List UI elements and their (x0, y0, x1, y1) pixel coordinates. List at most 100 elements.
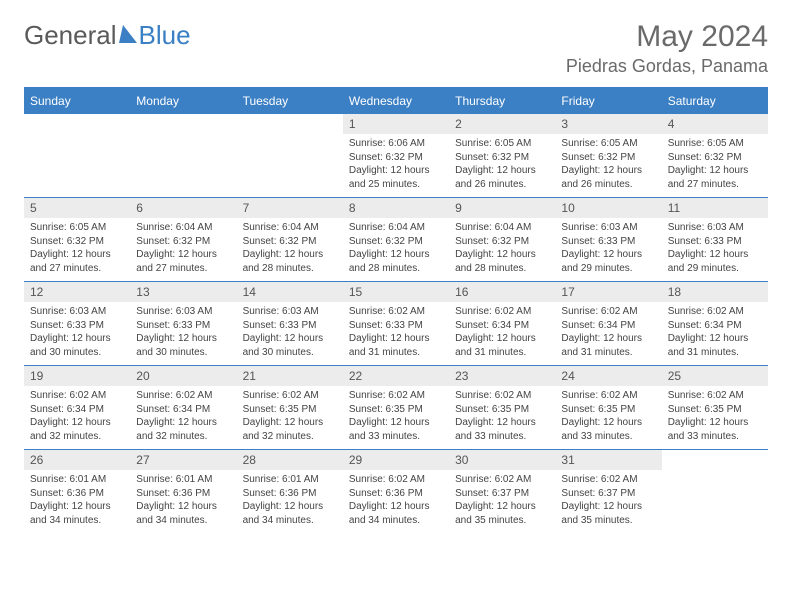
sunset-line: Sunset: 6:33 PM (668, 235, 762, 249)
calendar-row: 12Sunrise: 6:03 AMSunset: 6:33 PMDayligh… (24, 281, 768, 365)
calendar-cell: 5Sunrise: 6:05 AMSunset: 6:32 PMDaylight… (24, 197, 130, 281)
day-number: 13 (130, 281, 236, 302)
day-details: Sunrise: 6:02 AMSunset: 6:35 PMDaylight:… (662, 386, 768, 449)
daylight-line: Daylight: 12 hours and 26 minutes. (455, 164, 549, 191)
daylight-line: Daylight: 12 hours and 27 minutes. (136, 248, 230, 275)
day-number: 29 (343, 449, 449, 470)
day-number: 2 (449, 113, 555, 134)
sunset-line: Sunset: 6:32 PM (349, 151, 443, 165)
day-number: 18 (662, 281, 768, 302)
day-number: 31 (555, 449, 661, 470)
calendar-cell: 8Sunrise: 6:04 AMSunset: 6:32 PMDaylight… (343, 197, 449, 281)
calendar-cell: 15Sunrise: 6:02 AMSunset: 6:33 PMDayligh… (343, 281, 449, 365)
day-details: Sunrise: 6:01 AMSunset: 6:36 PMDaylight:… (237, 470, 343, 533)
day-number: 19 (24, 365, 130, 386)
logo: General Blue (24, 20, 191, 51)
day-details: Sunrise: 6:04 AMSunset: 6:32 PMDaylight:… (343, 218, 449, 281)
weekday-header: Monday (130, 89, 236, 113)
daylight-line: Daylight: 12 hours and 30 minutes. (136, 332, 230, 359)
calendar-row: 1Sunrise: 6:06 AMSunset: 6:32 PMDaylight… (24, 113, 768, 197)
sunrise-line: Sunrise: 6:02 AM (243, 389, 337, 403)
page-title: May 2024 (566, 20, 768, 54)
day-number: 20 (130, 365, 236, 386)
calendar-cell (662, 449, 768, 533)
day-number: 12 (24, 281, 130, 302)
empty-day (130, 113, 236, 133)
day-details: Sunrise: 6:02 AMSunset: 6:34 PMDaylight:… (449, 302, 555, 365)
sunrise-line: Sunrise: 6:03 AM (561, 221, 655, 235)
calendar-cell: 13Sunrise: 6:03 AMSunset: 6:33 PMDayligh… (130, 281, 236, 365)
calendar-cell: 9Sunrise: 6:04 AMSunset: 6:32 PMDaylight… (449, 197, 555, 281)
sunset-line: Sunset: 6:32 PM (243, 235, 337, 249)
daylight-line: Daylight: 12 hours and 27 minutes. (668, 164, 762, 191)
day-details: Sunrise: 6:02 AMSunset: 6:34 PMDaylight:… (130, 386, 236, 449)
day-number: 8 (343, 197, 449, 218)
day-details: Sunrise: 6:02 AMSunset: 6:37 PMDaylight:… (449, 470, 555, 533)
day-number: 7 (237, 197, 343, 218)
daylight-line: Daylight: 12 hours and 31 minutes. (455, 332, 549, 359)
sunrise-line: Sunrise: 6:02 AM (455, 389, 549, 403)
sunset-line: Sunset: 6:34 PM (30, 403, 124, 417)
day-details: Sunrise: 6:03 AMSunset: 6:33 PMDaylight:… (662, 218, 768, 281)
day-details: Sunrise: 6:05 AMSunset: 6:32 PMDaylight:… (662, 134, 768, 197)
empty-day (24, 113, 130, 133)
sunset-line: Sunset: 6:34 PM (561, 319, 655, 333)
sunrise-line: Sunrise: 6:02 AM (455, 305, 549, 319)
title-block: May 2024 Piedras Gordas, Panama (566, 20, 768, 77)
day-number: 15 (343, 281, 449, 302)
day-details: Sunrise: 6:03 AMSunset: 6:33 PMDaylight:… (555, 218, 661, 281)
empty-day (237, 113, 343, 133)
sunrise-line: Sunrise: 6:01 AM (243, 473, 337, 487)
sunset-line: Sunset: 6:35 PM (243, 403, 337, 417)
daylight-line: Daylight: 12 hours and 28 minutes. (455, 248, 549, 275)
sunset-line: Sunset: 6:33 PM (561, 235, 655, 249)
daylight-line: Daylight: 12 hours and 31 minutes. (668, 332, 762, 359)
day-number: 26 (24, 449, 130, 470)
sunset-line: Sunset: 6:33 PM (243, 319, 337, 333)
sunset-line: Sunset: 6:34 PM (136, 403, 230, 417)
day-details: Sunrise: 6:02 AMSunset: 6:36 PMDaylight:… (343, 470, 449, 533)
sunrise-line: Sunrise: 6:01 AM (136, 473, 230, 487)
day-number: 25 (662, 365, 768, 386)
day-details: Sunrise: 6:04 AMSunset: 6:32 PMDaylight:… (130, 218, 236, 281)
sunrise-line: Sunrise: 6:02 AM (668, 389, 762, 403)
sunset-line: Sunset: 6:32 PM (30, 235, 124, 249)
sunrise-line: Sunrise: 6:02 AM (455, 473, 549, 487)
sunrise-line: Sunrise: 6:03 AM (30, 305, 124, 319)
day-details: Sunrise: 6:01 AMSunset: 6:36 PMDaylight:… (24, 470, 130, 533)
sunrise-line: Sunrise: 6:03 AM (136, 305, 230, 319)
day-details: Sunrise: 6:02 AMSunset: 6:37 PMDaylight:… (555, 470, 661, 533)
sunrise-line: Sunrise: 6:05 AM (30, 221, 124, 235)
daylight-line: Daylight: 12 hours and 26 minutes. (561, 164, 655, 191)
daylight-line: Daylight: 12 hours and 32 minutes. (30, 416, 124, 443)
header: General Blue May 2024 Piedras Gordas, Pa… (24, 20, 768, 77)
day-number: 6 (130, 197, 236, 218)
day-details: Sunrise: 6:04 AMSunset: 6:32 PMDaylight:… (449, 218, 555, 281)
location-subtitle: Piedras Gordas, Panama (566, 56, 768, 77)
daylight-line: Daylight: 12 hours and 25 minutes. (349, 164, 443, 191)
calendar-cell: 26Sunrise: 6:01 AMSunset: 6:36 PMDayligh… (24, 449, 130, 533)
calendar-cell: 24Sunrise: 6:02 AMSunset: 6:35 PMDayligh… (555, 365, 661, 449)
calendar-cell: 21Sunrise: 6:02 AMSunset: 6:35 PMDayligh… (237, 365, 343, 449)
day-details: Sunrise: 6:02 AMSunset: 6:35 PMDaylight:… (555, 386, 661, 449)
sail-icon (119, 25, 137, 43)
day-details: Sunrise: 6:02 AMSunset: 6:34 PMDaylight:… (662, 302, 768, 365)
sunrise-line: Sunrise: 6:02 AM (561, 389, 655, 403)
sunset-line: Sunset: 6:32 PM (349, 235, 443, 249)
day-number: 27 (130, 449, 236, 470)
calendar-cell: 22Sunrise: 6:02 AMSunset: 6:35 PMDayligh… (343, 365, 449, 449)
calendar-cell: 18Sunrise: 6:02 AMSunset: 6:34 PMDayligh… (662, 281, 768, 365)
sunrise-line: Sunrise: 6:05 AM (668, 137, 762, 151)
sunset-line: Sunset: 6:32 PM (455, 151, 549, 165)
calendar-cell: 1Sunrise: 6:06 AMSunset: 6:32 PMDaylight… (343, 113, 449, 197)
calendar-cell: 6Sunrise: 6:04 AMSunset: 6:32 PMDaylight… (130, 197, 236, 281)
sunset-line: Sunset: 6:36 PM (243, 487, 337, 501)
calendar-row: 5Sunrise: 6:05 AMSunset: 6:32 PMDaylight… (24, 197, 768, 281)
day-details: Sunrise: 6:05 AMSunset: 6:32 PMDaylight:… (449, 134, 555, 197)
calendar-cell (24, 113, 130, 197)
sunset-line: Sunset: 6:33 PM (30, 319, 124, 333)
daylight-line: Daylight: 12 hours and 35 minutes. (455, 500, 549, 527)
calendar-header: SundayMondayTuesdayWednesdayThursdayFrid… (24, 89, 768, 113)
calendar-cell: 11Sunrise: 6:03 AMSunset: 6:33 PMDayligh… (662, 197, 768, 281)
daylight-line: Daylight: 12 hours and 31 minutes. (561, 332, 655, 359)
